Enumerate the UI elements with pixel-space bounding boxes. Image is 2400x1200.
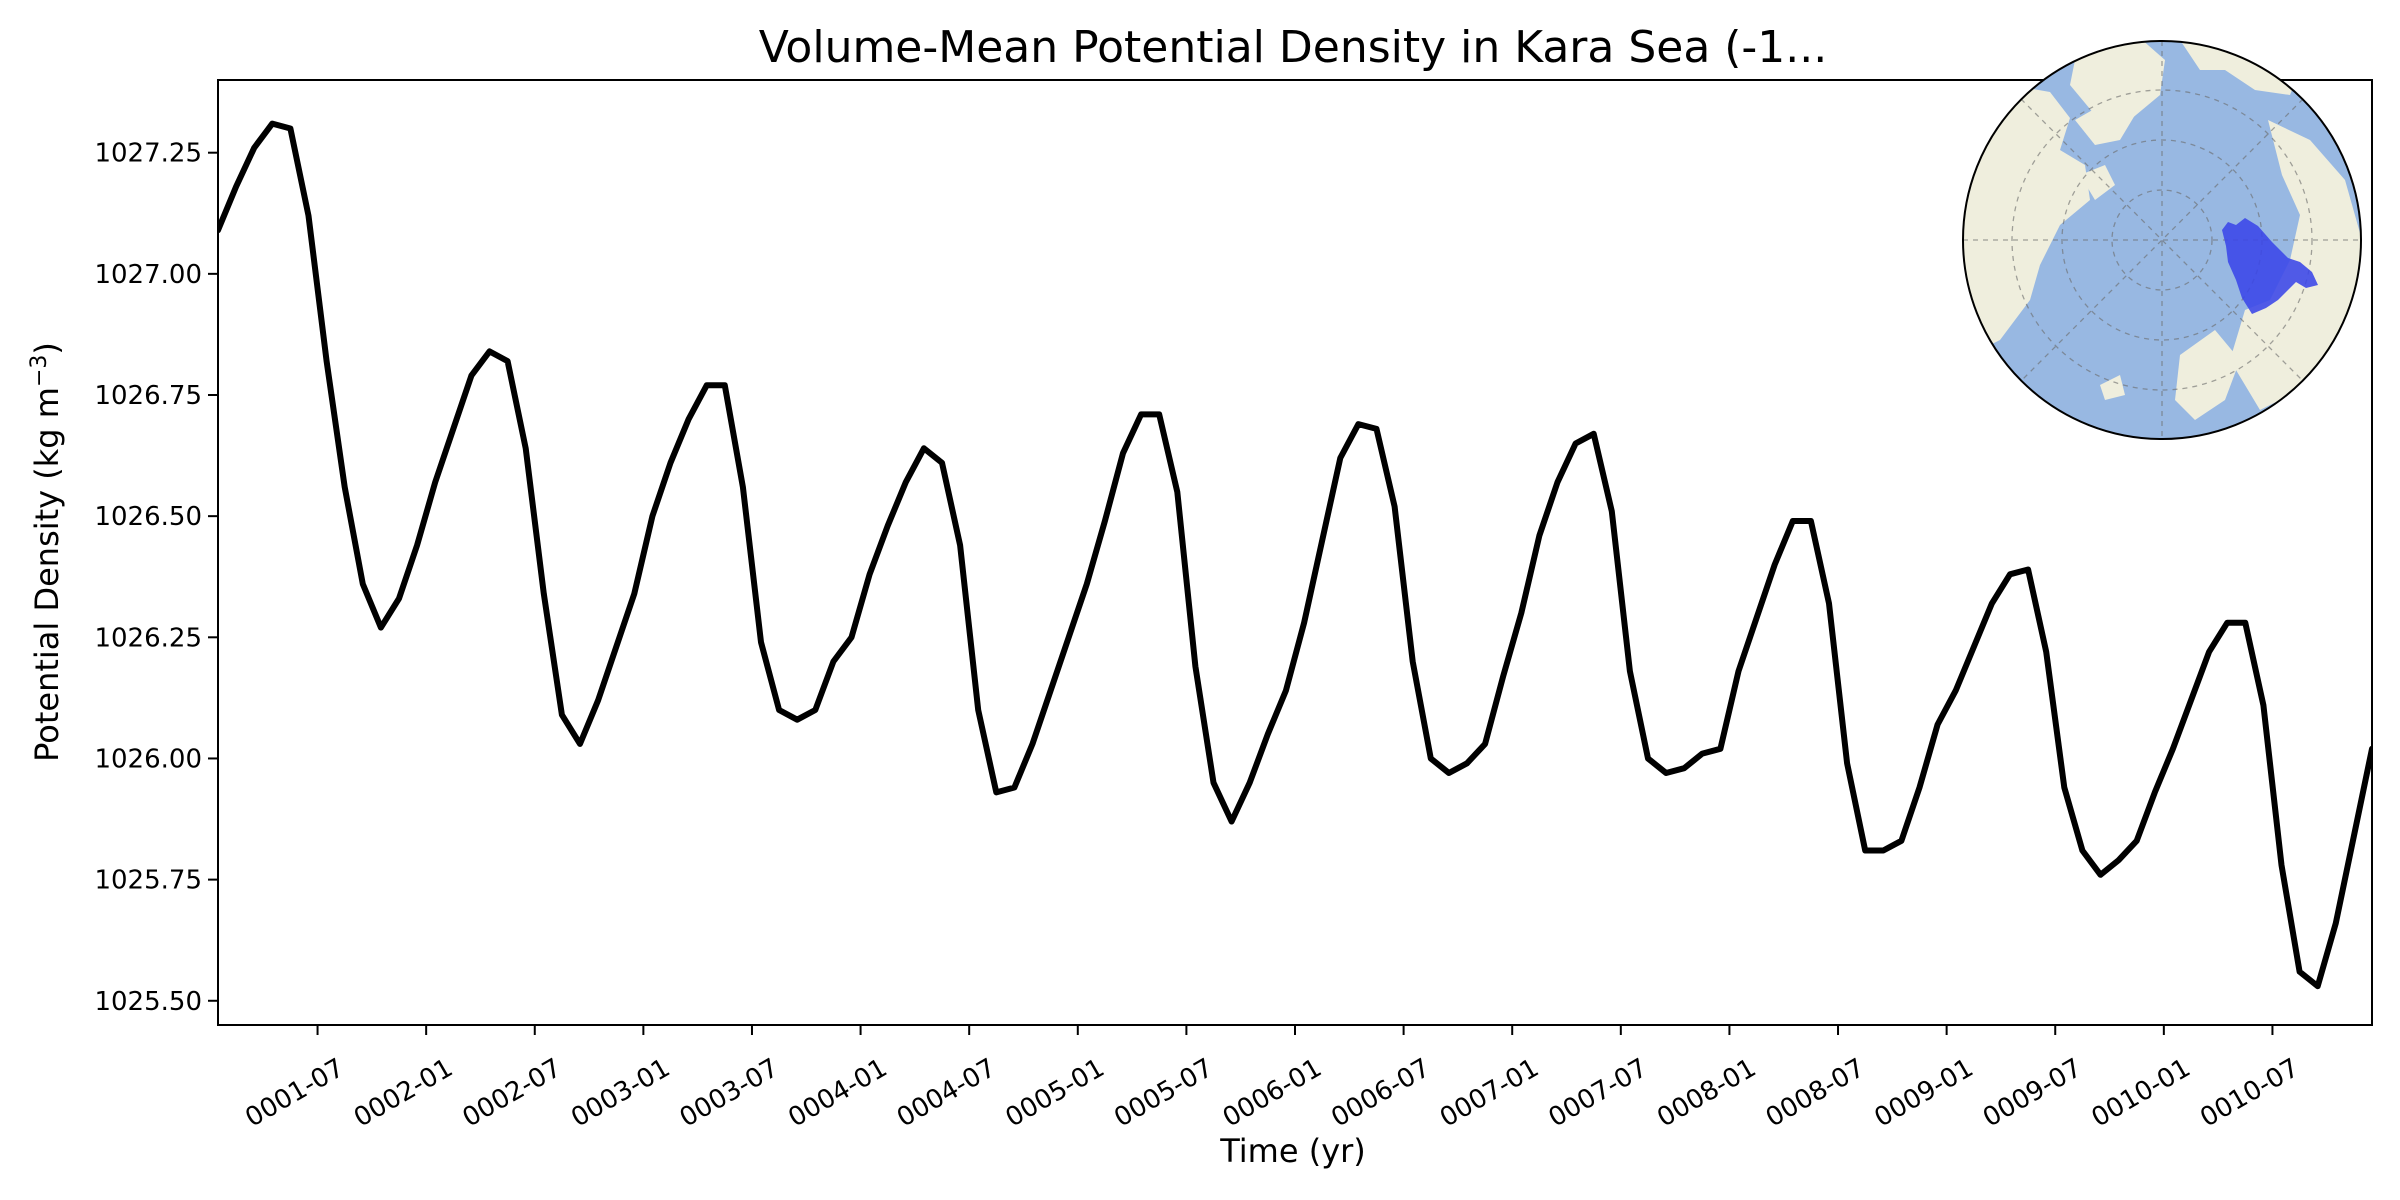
x-tick-label: 0005-07 bbox=[1109, 1053, 1218, 1133]
x-tick-label: 0006-07 bbox=[1326, 1053, 1435, 1133]
x-axis: 0001-07 0002-01 0002-07 0003-01 0003-07 0004-… bbox=[240, 1025, 2304, 1133]
x-tick-label: 0008-07 bbox=[1761, 1053, 1870, 1133]
x-tick-label: 0010-01 bbox=[2087, 1053, 2196, 1133]
x-tick-label: 0001-07 bbox=[240, 1053, 349, 1133]
x-tick-label: 0002-07 bbox=[458, 1053, 567, 1133]
x-tick-label: 0007-07 bbox=[1544, 1053, 1653, 1133]
x-axis-label: Time (yr) bbox=[1219, 1132, 1366, 1170]
x-tick-label: 0007-01 bbox=[1435, 1053, 1544, 1133]
y-tick-label: 1026.50 bbox=[94, 502, 202, 532]
y-axis-label-main: Potential Density (kg m bbox=[28, 387, 66, 762]
inset-polar-map bbox=[1962, 40, 2362, 440]
data-line bbox=[218, 120, 2372, 990]
y-tick-label: 1025.75 bbox=[94, 866, 202, 896]
inset-border bbox=[1962, 40, 2362, 440]
y-tick-label: 1026.75 bbox=[94, 381, 202, 411]
y-axis-label-close: ) bbox=[28, 342, 66, 354]
x-tick-label: 0009-01 bbox=[1869, 1053, 1978, 1133]
y-axis-label: Potential Density (kg m−3) bbox=[27, 342, 66, 762]
y-tick-label: 1026.00 bbox=[94, 744, 202, 774]
x-tick-label: 0006-01 bbox=[1218, 1053, 1327, 1133]
inset-kara-sea-region bbox=[2222, 218, 2318, 314]
y-tick-label: 1027.00 bbox=[94, 260, 202, 290]
y-tick-label: 1025.50 bbox=[94, 987, 202, 1017]
x-tick-label: 0003-01 bbox=[566, 1053, 675, 1133]
y-axis: 1025.50 1025.75 1026.00 1026.25 1026.50 1026.… bbox=[94, 139, 218, 1017]
x-tick-label: 0010-07 bbox=[2195, 1053, 2304, 1133]
x-tick-label: 0009-07 bbox=[1978, 1053, 2087, 1133]
chart-title: Volume-Mean Potential Density in Kara Se… bbox=[759, 22, 1828, 73]
y-axis-label-superscript: −3 bbox=[27, 355, 52, 387]
x-tick-label: 0002-01 bbox=[349, 1053, 458, 1133]
x-tick-label: 0008-01 bbox=[1652, 1053, 1761, 1133]
y-tick-label: 1027.25 bbox=[94, 139, 202, 169]
x-tick-label: 0004-07 bbox=[892, 1053, 1001, 1133]
x-tick-label: 0003-07 bbox=[675, 1053, 784, 1133]
x-tick-label: 0005-01 bbox=[1001, 1053, 1110, 1133]
y-tick-label: 1026.25 bbox=[94, 623, 202, 653]
x-tick-label: 0004-01 bbox=[783, 1053, 892, 1133]
